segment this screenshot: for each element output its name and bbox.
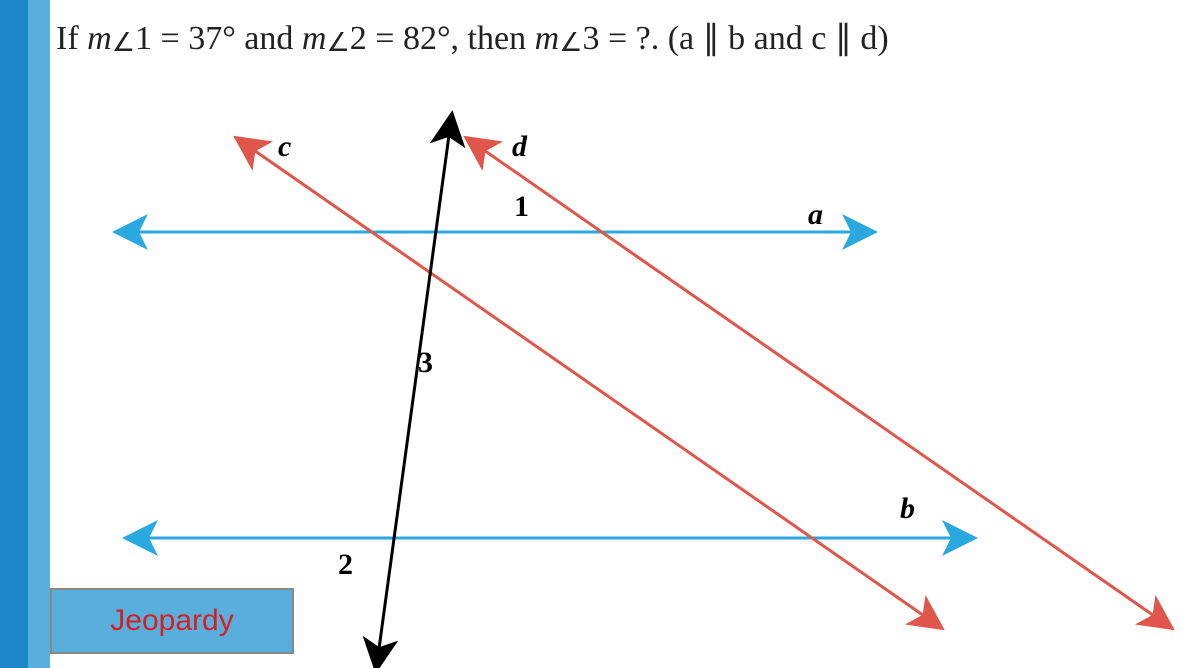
label-3: 3: [418, 346, 433, 380]
geometry-diagram: [0, 0, 1200, 668]
label-1: 1: [514, 190, 529, 224]
jeopardy-button[interactable]: Jeopardy: [50, 588, 294, 654]
label-2: 2: [338, 548, 353, 582]
label-a: a: [808, 198, 823, 232]
line-transversal: [378, 128, 450, 656]
label-b: b: [900, 492, 915, 526]
jeopardy-label: Jeopardy: [110, 604, 233, 638]
label-d: d: [512, 130, 527, 164]
label-c: c: [278, 130, 291, 164]
slide: If m∠1 = 37° and m∠2 = 82°, then m∠3 = ?…: [0, 0, 1200, 668]
